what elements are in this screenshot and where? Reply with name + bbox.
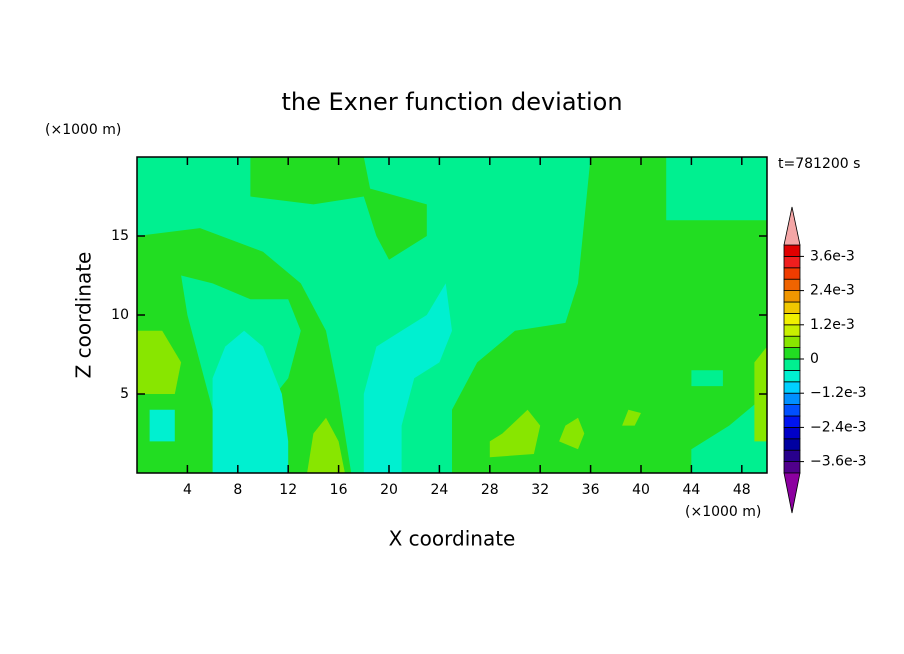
x-tick-label: 32 xyxy=(531,482,549,498)
contour-region xyxy=(691,370,723,387)
x-tick-label: 36 xyxy=(582,482,600,498)
x-axis-label: X coordinate xyxy=(389,527,516,551)
contour-region xyxy=(250,157,427,260)
colorbar-box xyxy=(783,438,801,451)
x-tick-label: 16 xyxy=(330,482,348,498)
colorbar-box xyxy=(783,324,801,337)
x-unit: (×1000 m) xyxy=(685,504,761,520)
colorbar-box xyxy=(783,369,801,383)
x-tick-label: 28 xyxy=(481,482,499,498)
colorbar-tick-label: 0 xyxy=(810,351,819,367)
x-tick-label: 12 xyxy=(279,482,297,498)
colorbar-box xyxy=(783,449,801,463)
colorbar-box xyxy=(783,301,801,314)
colorbar-box xyxy=(783,255,801,269)
contour-region xyxy=(559,417,585,450)
colorbar-tick-label: 1.2e-3 xyxy=(810,317,855,333)
contour-region xyxy=(622,409,641,426)
colorbar-box xyxy=(783,381,801,394)
colorbar-under xyxy=(783,472,801,514)
contour-region xyxy=(149,409,175,442)
time-label: t=781200 s xyxy=(778,156,860,172)
y-unit: (×1000 m) xyxy=(45,122,121,138)
contour-region xyxy=(452,157,767,473)
colorbar-box xyxy=(783,335,801,349)
contour-region xyxy=(489,409,541,458)
colorbar: 3.6e-3 2.4e-3 1.2e-3 0 −1.2e-3 −2.4e-3 −3.6e-3 xyxy=(783,206,867,514)
y-tick-label: 15 xyxy=(111,228,129,244)
colorbar-box xyxy=(783,461,801,474)
colorbar-over xyxy=(783,206,801,246)
colorbar-tick-label: −1.2e-3 xyxy=(810,385,867,401)
contour-region xyxy=(691,449,767,473)
y-tick-label: 5 xyxy=(120,386,129,402)
colorbar-box xyxy=(783,267,801,280)
y-axis-label: Z coordinate xyxy=(72,252,96,379)
y-tick-label: 10 xyxy=(111,307,129,323)
x-tick-label: 4 xyxy=(183,482,192,498)
chart-title: the Exner function deviation xyxy=(281,88,622,116)
x-tick-label: 48 xyxy=(733,482,751,498)
colorbar-box xyxy=(783,278,801,292)
colorbar-box xyxy=(783,392,801,406)
contour-field xyxy=(137,157,767,473)
x-tick-label: 20 xyxy=(380,482,398,498)
contour-region xyxy=(307,417,345,473)
x-tick-label: 24 xyxy=(430,482,448,498)
colorbar-box xyxy=(783,358,801,371)
x-tick-label: 44 xyxy=(682,482,700,498)
contour-region xyxy=(212,330,289,473)
contour-region xyxy=(137,330,182,394)
colorbar-box xyxy=(783,426,801,440)
colorbar-box xyxy=(783,415,801,428)
colorbar-tick-label: 3.6e-3 xyxy=(810,248,855,264)
colorbar-tick-label: −3.6e-3 xyxy=(810,454,867,470)
colorbar-box xyxy=(783,244,801,257)
contour-region xyxy=(363,283,452,473)
colorbar-tick-label: −2.4e-3 xyxy=(810,419,867,435)
colorbar-box xyxy=(783,404,801,417)
colorbar-box xyxy=(783,312,801,326)
colorbar-tick-label: 2.4e-3 xyxy=(810,283,855,299)
colorbar-box xyxy=(783,290,801,303)
colorbar-box xyxy=(783,347,801,360)
x-tick-label: 8 xyxy=(233,482,242,498)
x-tick-label: 40 xyxy=(632,482,650,498)
